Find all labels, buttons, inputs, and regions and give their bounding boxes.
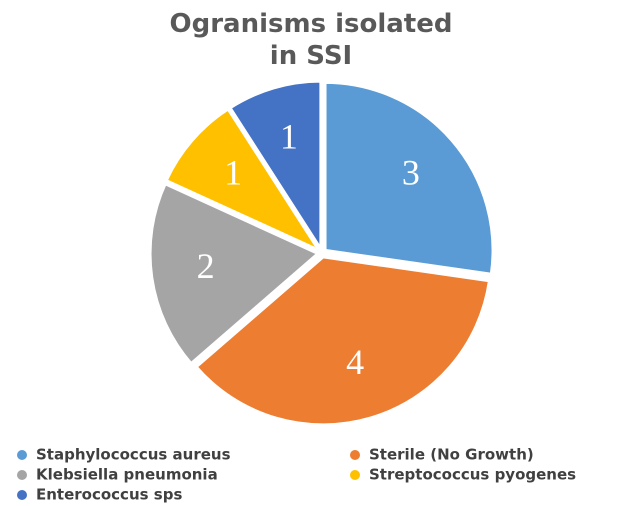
- chart-title: Ogranisms isolated in SSI: [169, 9, 453, 71]
- pie-slice: [323, 80, 495, 276]
- legend-swatch: [17, 450, 27, 460]
- legend-label: Enterococcus sps: [36, 486, 182, 504]
- legend-swatch: [17, 470, 27, 480]
- data-label: 2: [197, 246, 215, 286]
- legend-swatch: [350, 470, 360, 480]
- pie-slice: [164, 106, 324, 254]
- legend-label: Staphylococcus aureus: [36, 446, 231, 464]
- pie-slice: [227, 79, 323, 255]
- legend-label: Streptococcus pyogenes: [369, 466, 576, 484]
- legend-swatch: [17, 490, 27, 500]
- pie-slice: [148, 181, 321, 366]
- pie-slice: [194, 255, 492, 427]
- data-label: 3: [402, 152, 420, 192]
- data-label: 1: [224, 152, 242, 192]
- legend-label: Sterile (No Growth): [369, 446, 534, 464]
- data-label: 1: [280, 116, 298, 156]
- data-label: 4: [346, 342, 364, 382]
- legend-swatch: [350, 450, 360, 460]
- legend-label: Klebsiella pneumonia: [36, 466, 218, 484]
